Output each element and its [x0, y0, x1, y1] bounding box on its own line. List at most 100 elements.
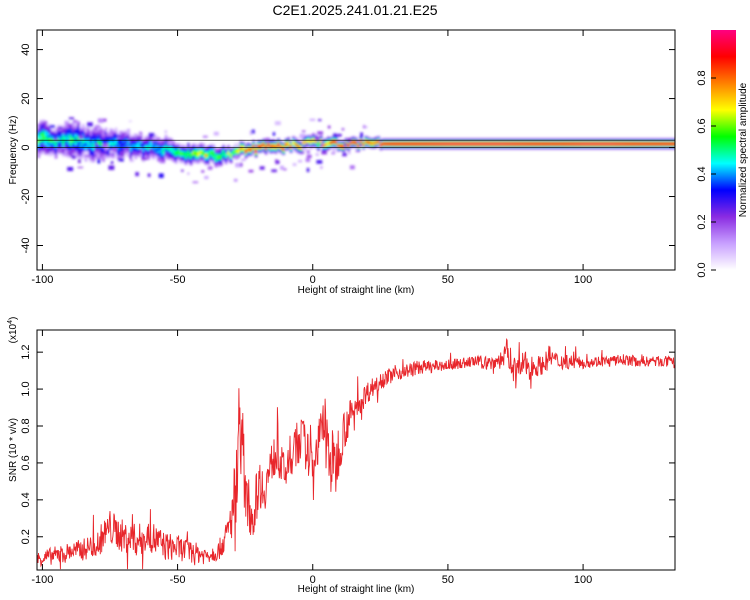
y-tick-label: 0 [20, 144, 32, 150]
spectrogram-speck [320, 166, 323, 169]
spectrogram-cell [89, 143, 93, 148]
colorbar-tick-label: 0.2 [696, 214, 708, 229]
x-tick-label: 0 [310, 574, 316, 586]
spectrogram-speck [336, 133, 342, 137]
colorbar-tick-label: 0.4 [696, 166, 708, 181]
spectrogram-speck [213, 131, 219, 136]
spectrogram-cell [637, 142, 641, 146]
spectrogram-speck [78, 135, 84, 139]
spectrogram-cell [414, 142, 418, 146]
spectrogram-cell [427, 142, 431, 146]
spectrogram-speck [292, 163, 297, 166]
y-tick-label: -20 [20, 189, 32, 205]
spectrogram-y-label: Frequency (Hz) [8, 116, 19, 185]
y-tick-label: 1.0 [20, 381, 32, 396]
spectrogram-speck [192, 181, 199, 184]
spectrogram-cell [467, 142, 471, 146]
snr-y-multiplier: (x104) [7, 317, 19, 344]
spectrogram-cell [179, 152, 183, 156]
spectrogram-cell [434, 142, 438, 146]
spectrogram-cell [507, 142, 511, 146]
spectrogram-cell [249, 148, 253, 152]
spectrogram-cell [44, 136, 48, 140]
spectrogram-cell [224, 154, 228, 158]
spectrogram-speck [138, 131, 142, 135]
spectrogram-speck [327, 125, 331, 129]
spectrogram-speck [355, 150, 360, 152]
spectrogram-cell [642, 142, 646, 146]
spectrogram-speck [332, 148, 336, 153]
spectrogram-cell [444, 142, 448, 146]
spectrogram-cell [504, 142, 508, 146]
spectrogram-cell [454, 142, 458, 146]
spectrogram-speck [186, 143, 190, 145]
spectrogram-cell [257, 144, 261, 149]
spectrogram-cell [162, 149, 166, 153]
spectrogram-cell [37, 139, 41, 143]
spectrogram-speck [167, 141, 173, 145]
spectrogram-cell [597, 142, 601, 146]
spectrogram-cell [664, 142, 668, 146]
spectrogram-speck [315, 153, 319, 156]
spectrogram-cell [567, 142, 571, 146]
spectrogram-speck [202, 135, 208, 138]
spectrogram-cell [169, 147, 173, 151]
spectrogram-cell [159, 149, 163, 153]
spectrogram-cell [94, 140, 98, 144]
spectrogram-cell [407, 142, 411, 146]
spectrogram-speck [309, 118, 316, 121]
spectrogram-cell [322, 143, 326, 148]
spectrogram-cell [269, 145, 273, 149]
spectrogram-cell [307, 139, 311, 143]
spectrogram-cell [577, 142, 581, 146]
spectrogram-speck [68, 117, 74, 120]
spectrogram-cell [254, 149, 258, 153]
colorbar-tick-label: 0.0 [696, 262, 708, 277]
y-tick-label: 0.6 [20, 455, 32, 470]
spectrogram-cell [104, 141, 108, 145]
spectrogram-cell [117, 145, 121, 149]
spectrogram-speck [304, 147, 307, 152]
spectrogram-cell [562, 142, 566, 146]
spectrogram-cell [114, 140, 118, 144]
spectrogram-cell [124, 141, 128, 145]
spectrogram-cell [369, 141, 373, 145]
spectrogram-cell [354, 141, 358, 145]
y-tick-label: 1.2 [20, 345, 32, 360]
spectrogram-speck [306, 150, 310, 154]
spectrogram-speck [300, 133, 306, 137]
spectrogram-cell [287, 142, 291, 146]
y-tick-label: 0.4 [20, 492, 32, 507]
spectrogram-cell [79, 140, 83, 145]
spectrogram-cell [439, 142, 443, 146]
spectrogram-cell [522, 142, 526, 146]
spectrogram-cell [649, 142, 653, 146]
y-tick-label: -40 [20, 238, 32, 254]
y-tick-label: 0.2 [20, 529, 32, 544]
spectrogram-cell [47, 138, 51, 142]
spectrogram-cell [227, 151, 231, 155]
spectrogram-cell [222, 151, 226, 155]
spectrogram-cell [564, 142, 568, 146]
spectrogram-speck [102, 143, 109, 148]
spectrogram-cell [189, 154, 193, 158]
spectrogram-cell [572, 142, 576, 146]
spectrogram-cell [107, 143, 111, 147]
spectrogram-speck [97, 159, 101, 164]
spectrogram-speck [274, 121, 281, 126]
spectrogram-cell [554, 142, 558, 146]
spectrogram-cell [542, 142, 546, 146]
spectrogram-speck [251, 129, 255, 134]
spectrogram-cell [237, 149, 241, 153]
spectrogram-cell [627, 142, 631, 146]
spectrogram-cell [624, 142, 628, 146]
x-tick-label: -100 [31, 574, 53, 586]
spectrogram-cell [122, 142, 126, 147]
spectrogram-cell [129, 146, 133, 151]
spectrogram-cell [212, 152, 216, 156]
spectrogram-cell [187, 151, 191, 156]
spectrogram-speck [349, 165, 355, 170]
spectrogram-cell [252, 145, 256, 149]
spectrogram-cell [232, 150, 236, 155]
spectrogram-speck [298, 160, 303, 163]
